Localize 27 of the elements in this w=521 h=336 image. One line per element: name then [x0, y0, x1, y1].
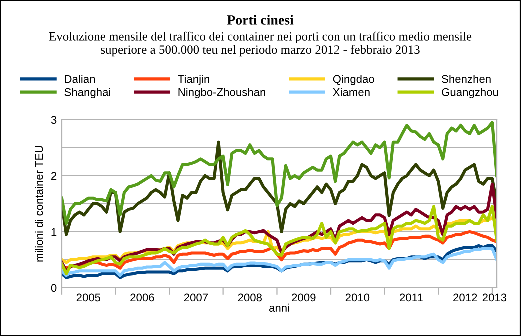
- x-axis-title: anni: [269, 304, 290, 312]
- x-tick-label: 2013: [482, 294, 507, 302]
- legend-label: Shanghai: [64, 88, 110, 98]
- legend-label: Tianjin: [178, 75, 210, 86]
- x-tick-label: 2006: [130, 294, 154, 302]
- legend-label: Xiamen: [333, 88, 370, 96]
- legend-label: Dalian: [65, 75, 96, 84]
- chart-subtitle: Evoluzione mensile del traffico dei container nei porti con un traffico medio mensile superiore a 500.000 teu nel periodo marzo 2012 - febbraio 2013: [49, 32, 472, 57]
- legend-label: Guangzhou: [442, 88, 498, 98]
- x-tick-label: 2009: [292, 294, 316, 302]
- line-series: [62, 140, 498, 236]
- x-tick-label: 2008: [238, 294, 262, 302]
- x-tick-label: 2007: [184, 294, 208, 302]
- line-series: [62, 205, 498, 276]
- x-tick-label: 2012: [454, 294, 478, 302]
- legend-label: Shenzhen: [442, 75, 491, 84]
- y-tick-label: 2: [52, 172, 57, 180]
- legend-label: Qingdao: [333, 75, 374, 86]
- y-tick-label: 1: [52, 228, 57, 236]
- x-tick-label: 2011: [400, 294, 423, 302]
- x-tick-label: 2010: [346, 294, 370, 302]
- y-tick-label: 0: [51, 284, 57, 292]
- chart-title: Porti cinesi: [227, 15, 294, 25]
- legend-label: Ningbo-Zhoushan: [178, 88, 266, 98]
- y-tick-label: 3: [51, 116, 57, 124]
- x-tick-label: 2005: [76, 294, 101, 302]
- y-axis-title: milioni di container TEU: [35, 146, 44, 262]
